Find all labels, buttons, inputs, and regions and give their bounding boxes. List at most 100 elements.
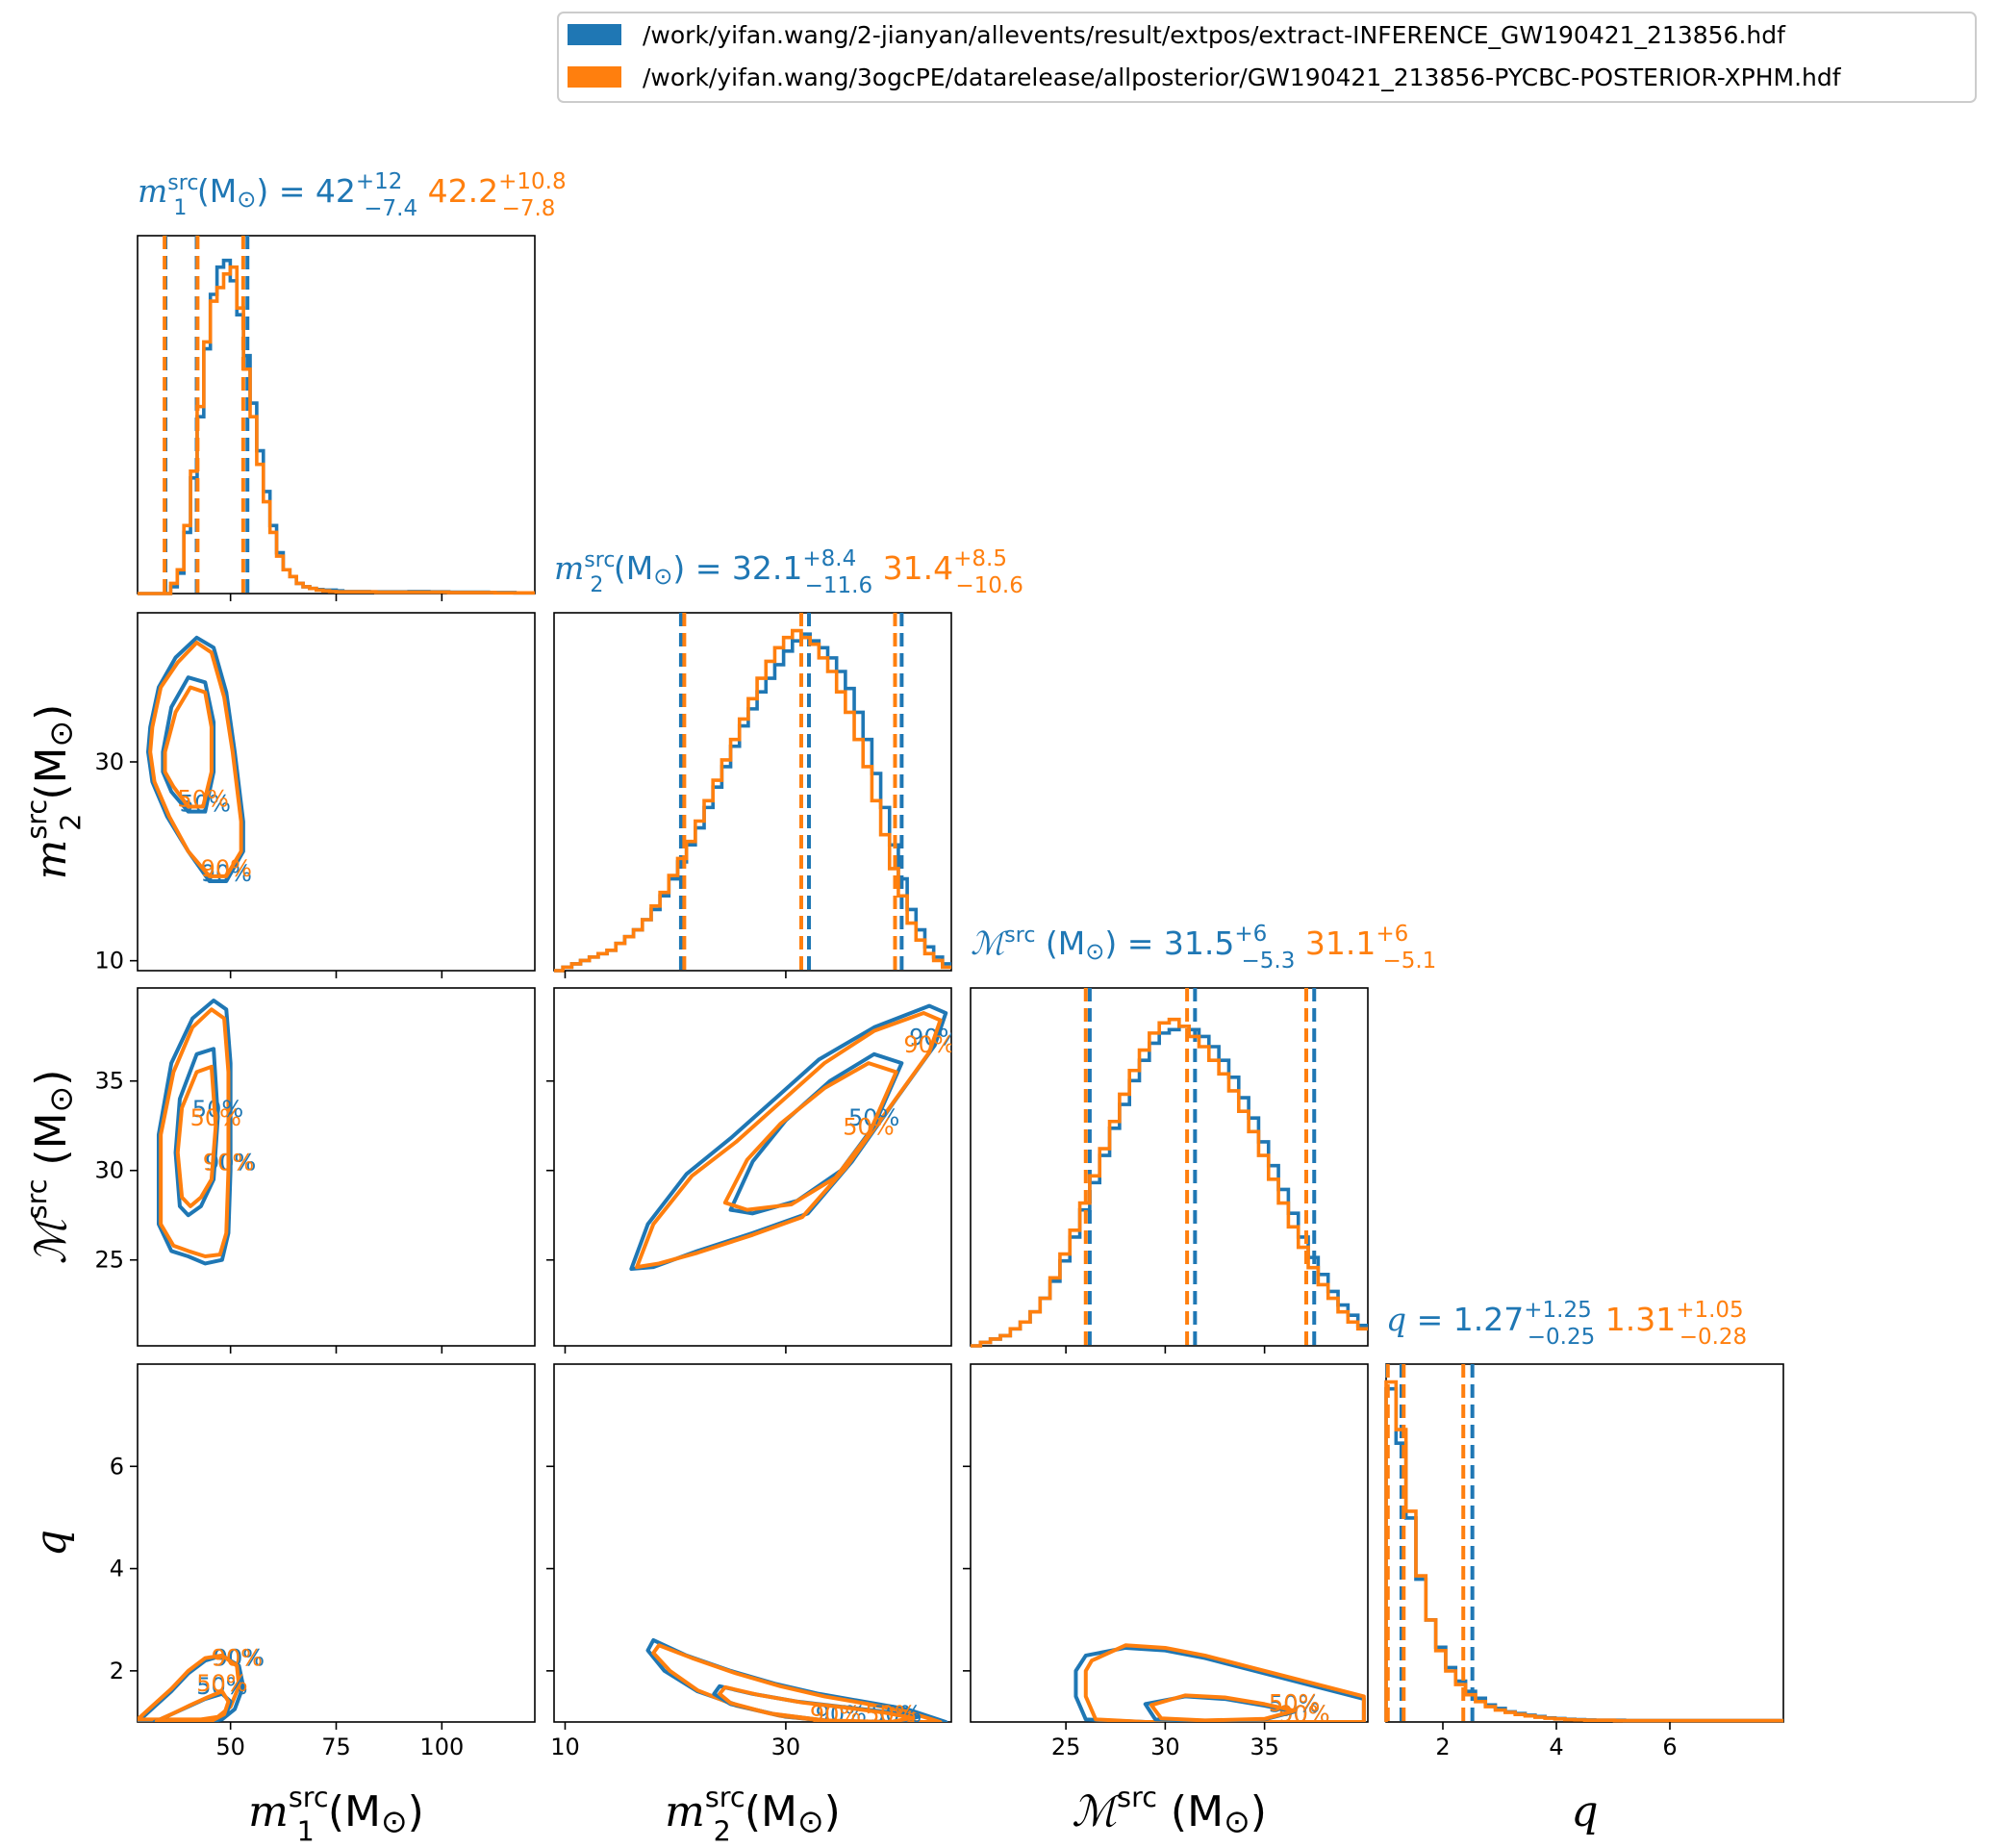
contours: 90%90%50%50% [156,999,256,1266]
contour-blue-50pct [173,1047,220,1218]
x-tick-label: 10 [550,1734,580,1760]
x-axis-label-q: q [1571,1787,1598,1836]
title-q-orange-minus: −0.28 [1679,1325,1747,1350]
legend-frame [557,12,1977,103]
contours: 90%90%50%50% [145,635,252,887]
y-axis-label-m2: msrc2 (M⊙) [20,704,87,880]
panels: msrc 1 (M⊙) = 42+12 −7.4 42.2+10.8 −7.8 msr… [20,169,1784,1847]
contour-label: 90% [214,1645,265,1672]
title-mc: ℳsrc (M⊙) = 31.5+6 −5.3 31.1+6 −5.1 [971,922,1436,974]
contours: 90%90%50%50% [1073,1643,1366,1728]
contours: 90%90%50%50% [629,1003,954,1272]
histogram-orange-m1 [138,265,535,595]
contour-panel-mc-vs-m2: 90%90%50%50% [546,987,954,1354]
title-mc-blue-plus: +6 [1234,922,1267,947]
x-tick-label: 4 [1549,1734,1563,1760]
y-tick-label: 30 [94,748,124,775]
y-axis-label-mc: ℳsrc (M⊙) [20,1070,79,1265]
contour-label: 50% [196,1673,247,1700]
x-axis-label-mc: ℳsrc (M⊙) [1072,1781,1267,1839]
y-tick-label: 30 [94,1157,124,1184]
title-m1: msrc 1 (M⊙) = 42+12 −7.4 42.2+10.8 −7.8 [138,169,567,221]
title-q-blue-minus: −0.25 [1528,1325,1595,1350]
histogram-blue-m2 [554,632,951,973]
title-q-blue-plus: +1.25 [1524,1298,1591,1323]
y-tick-label: 35 [94,1068,124,1095]
legend-swatch-orange [568,66,621,88]
histogram-orange-m2 [554,628,951,973]
legend-swatch-blue [568,24,621,45]
histogram-panel-q: 2 4 6 q = 1.27+1.25 −0.25 1.31+1.05 −0.28 [1384,1298,1784,1760]
contour-label: 50% [192,1096,243,1123]
title-q-orange-plus: +1.05 [1676,1298,1743,1323]
legend-label-blue: /work/yifan.wang/2-jianyan/allevents/res… [643,21,1786,49]
x-tick-label: 2 [1435,1734,1450,1760]
contour-blue-90pct [629,1003,948,1272]
x-tick-label: 6 [1662,1734,1677,1760]
histogram-panel-m1: msrc 1 (M⊙) = 42+12 −7.4 42.2+10.8 −7.8 [137,169,567,601]
title-mc-blue-median: 31.5 [1164,924,1234,962]
contour-label: 50% [1269,1689,1320,1716]
contour-orange-90pct [651,1643,943,1722]
title-m2-orange-minus: −10.6 [955,573,1023,598]
x-tick-label: 35 [1250,1734,1279,1760]
contour-blue-90pct [145,635,245,883]
contour-orange-50pct [175,1064,218,1208]
histogram-panel-m2: msrc 2 (M⊙) = 32.1+8.4 −11.6 31.4+8.5 −10.6 [553,546,1023,978]
y-tick-label: 6 [110,1453,124,1480]
histogram-panel-mc: ℳsrc (M⊙) = 31.5+6 −5.3 31.1+6 −5.1 [970,922,1436,1354]
title-q-orange-median: 1.31 [1605,1301,1676,1338]
contour-panel-q-vs-m1: 90%90%50%50% 50 75 100 2 4 6 [110,1363,536,1760]
x-axis-label-m2: msrc 2 (M⊙) [665,1781,841,1847]
contour-orange-50pct [718,1684,915,1722]
histogram-orange-q [1384,1380,1783,1723]
contours: 90%90%50%50% [645,1637,948,1722]
contour-panel-q-vs-mc: 90%90%50%50% 25 30 35 [963,1363,1369,1760]
title-m2-blue-minus: −11.6 [805,573,872,598]
title-m2-blue-plus: +8.4 [802,546,856,571]
contour-orange-50pct [154,1689,231,1722]
title-m1-orange-plus: +10.8 [498,169,566,194]
y-tick-label: 4 [110,1556,124,1582]
panel-frame [970,1363,1369,1723]
contour-label: 50% [843,1114,894,1141]
panel-frame [970,987,1369,1347]
legend-label-orange: /work/yifan.wang/3ogcPE/datarelease/allp… [643,63,1842,91]
contour-label: 50% [196,1670,247,1697]
contour-orange-50pct [163,685,214,809]
legend: /work/yifan.wang/2-jianyan/allevents/res… [557,12,1977,103]
histogram-blue-mc [971,1025,1368,1348]
contour-orange-90pct [159,1007,231,1258]
title-m1-orange-median: 42.2 [428,172,498,210]
contour-label: 50% [190,1104,241,1131]
title-m2-orange-median: 31.4 [883,549,953,587]
contour-orange-90pct [1083,1643,1366,1722]
y-tick-label: 2 [110,1658,124,1684]
x-tick-label: 25 [1051,1734,1081,1760]
contour-panel-q-vs-m2: 90%90% 50%50% 10 30 [546,1363,952,1760]
contour-label: 50% [177,786,228,813]
contour-label: 90% [903,1031,954,1058]
x-tick-label: 50 [215,1734,245,1760]
contour-orange-50pct [722,1061,898,1212]
title-m1-orange-minus: −7.8 [502,196,556,221]
contour-label: 90% [212,1645,263,1672]
title-mc-orange-minus: −5.1 [1382,949,1436,974]
title-q: q = 1.27+1.25 −0.25 1.31+1.05 −0.28 [1386,1298,1747,1350]
x-axis-label-m1: msrc 1 (M⊙) [248,1781,424,1847]
contour-panel-mc-vs-m1: 90%90%50%50% 25 30 35 [94,987,536,1354]
panel-frame [553,612,952,972]
x-tick-label: 75 [321,1734,351,1760]
contour-label: 50% [1269,1690,1320,1717]
contour-label: 90% [1278,1701,1329,1728]
title-mc-blue-minus: −5.3 [1241,949,1295,974]
title-m1-blue-median: 42 [316,172,356,210]
panel-frame [553,987,952,1347]
title-m1-blue-minus: −7.4 [364,196,417,221]
contour-orange-50pct [1149,1693,1297,1722]
contour-label: 90% [1278,1701,1329,1728]
title-m2-orange-plus: +8.5 [953,546,1007,571]
x-tick-label: 100 [419,1734,464,1760]
contour-orange-90pct [635,1011,943,1270]
